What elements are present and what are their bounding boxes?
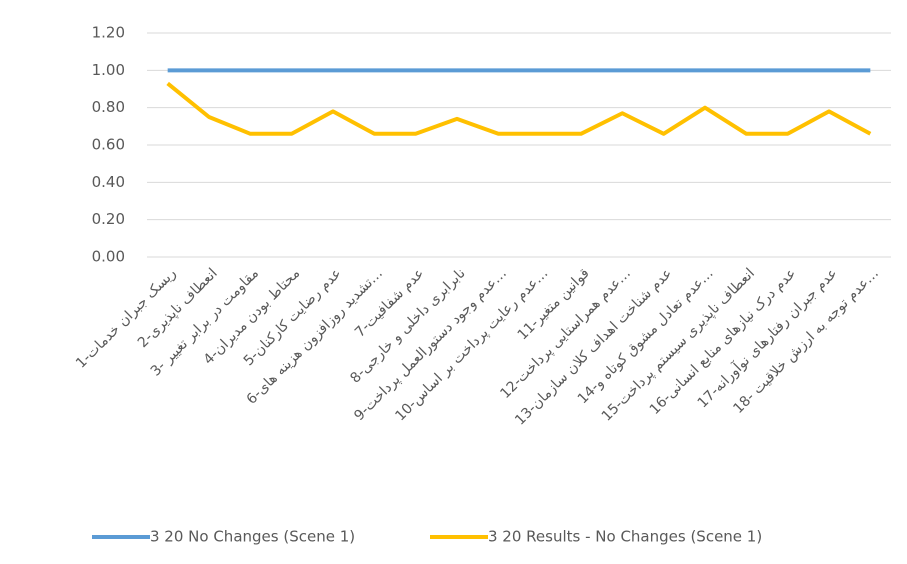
y-tick-label: 1.20 bbox=[92, 24, 125, 42]
series-line bbox=[166, 81, 872, 136]
y-tick-label: 0.60 bbox=[92, 136, 125, 154]
x-tick-label: 10-عدم رعایت پرداخت بر اساس… bbox=[392, 265, 551, 424]
legend-label: 3 20 Results - No Changes (Scene 1) bbox=[488, 528, 762, 546]
y-tick-label: 0.40 bbox=[92, 173, 125, 191]
y-tick-label: 1.00 bbox=[92, 61, 125, 79]
y-tick-label: 0.00 bbox=[92, 248, 125, 266]
y-tick-label: 0.80 bbox=[92, 98, 125, 116]
y-tick-label: 0.20 bbox=[92, 210, 125, 228]
x-tick-label: 11-قوانین متغیر bbox=[515, 265, 593, 343]
x-tick-label: 9-عدم وجود دستورالعمل پرداخت… bbox=[351, 265, 510, 424]
legend-label: 3 20 No Changes (Scene 1) bbox=[150, 528, 355, 546]
